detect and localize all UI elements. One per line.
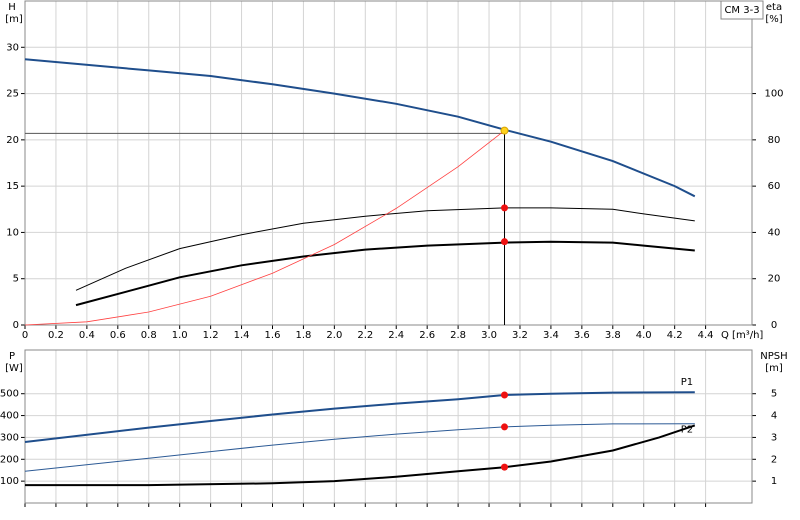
x-tick-label: 3.4 [543,330,559,341]
y-tick-label: 100 [0,476,19,487]
operating-point [501,204,509,212]
y-tick-label: 10 [6,227,19,238]
x-tick-label: 2.4 [388,330,404,341]
x-tick-label: 0.2 [48,330,64,341]
x-tick-label: 2.6 [419,330,435,341]
series-line [75,207,695,291]
series-line [24,58,696,198]
y2-axis-label: eta [766,2,782,13]
x-tick-label: 0 [22,330,28,341]
x-tick-label: 2.8 [450,330,466,341]
x-tick-label: 0.4 [79,330,95,341]
x-tick-label: 1.6 [265,330,281,341]
x-tick-label: 4.0 [636,330,652,341]
y2-axis-unit: [m] [765,363,783,374]
y-axis-label: P [9,351,15,362]
y-tick-label: 0 [13,320,19,331]
operating-point [501,423,509,431]
y2-tick-label: 60 [768,181,781,192]
plot-frame [24,0,753,326]
x-tick-label: 2.0 [326,330,342,341]
y-axis-unit: [m] [5,14,23,25]
operating-point [501,238,509,246]
y-tick-label: 30 [6,42,19,53]
x-tick-label: 1.8 [295,330,311,341]
y-tick-label: 25 [6,89,19,100]
series-line [75,240,695,307]
y-tick-label: 5 [13,274,19,285]
chart-title: CM 3-3 [724,5,759,16]
x-axis-label: Q [m³/h] [721,330,763,341]
x-tick-label: 1.0 [172,330,188,341]
y-tick-label: 20 [6,135,19,146]
y-tick-label: 500 [0,389,19,400]
x-tick-label: 0.8 [141,330,157,341]
y2-axis-unit: [%] [765,14,782,25]
y2-tick-label: 0 [771,320,777,331]
y2-tick-label: 5 [771,389,777,400]
y-axis-label: H [8,2,16,13]
plot-frame [24,349,753,504]
series-line [24,130,505,326]
y2-axis-label: NPSH [760,351,787,362]
x-tick-label: 3.6 [574,330,590,341]
series-label: P2 [681,425,693,436]
x-tick-label: 3.8 [605,330,621,341]
x-tick-label: 1.4 [234,330,250,341]
x-tick-label: 4.2 [667,330,683,341]
operating-point [501,391,509,399]
series-line [24,391,695,443]
y2-tick-label: 40 [768,227,781,238]
y-tick-label: 200 [0,454,19,465]
series-line [24,423,695,472]
y-tick-label: 400 [0,411,19,422]
y-axis-unit: [W] [5,363,23,374]
operating-point [501,463,509,471]
x-tick-label: 1.2 [203,330,219,341]
operating-point [500,126,509,135]
y-tick-label: 300 [0,432,19,443]
y2-tick-label: 100 [764,89,783,100]
x-tick-label: 0.6 [110,330,126,341]
y2-tick-label: 4 [771,411,777,422]
x-tick-label: 3.2 [512,330,528,341]
x-tick-label: 2.2 [357,330,373,341]
series-label: P1 [681,377,693,388]
y2-tick-label: 3 [771,432,777,443]
series-line [25,424,696,487]
y2-tick-label: 1 [771,476,777,487]
x-tick-label: 4.4 [698,330,714,341]
x-tick-label: 3.0 [481,330,497,341]
y2-tick-label: 80 [768,135,781,146]
title-box [720,0,764,20]
y2-tick-label: 20 [768,274,781,285]
y2-tick-label: 2 [771,454,777,465]
y-tick-label: 15 [6,181,19,192]
